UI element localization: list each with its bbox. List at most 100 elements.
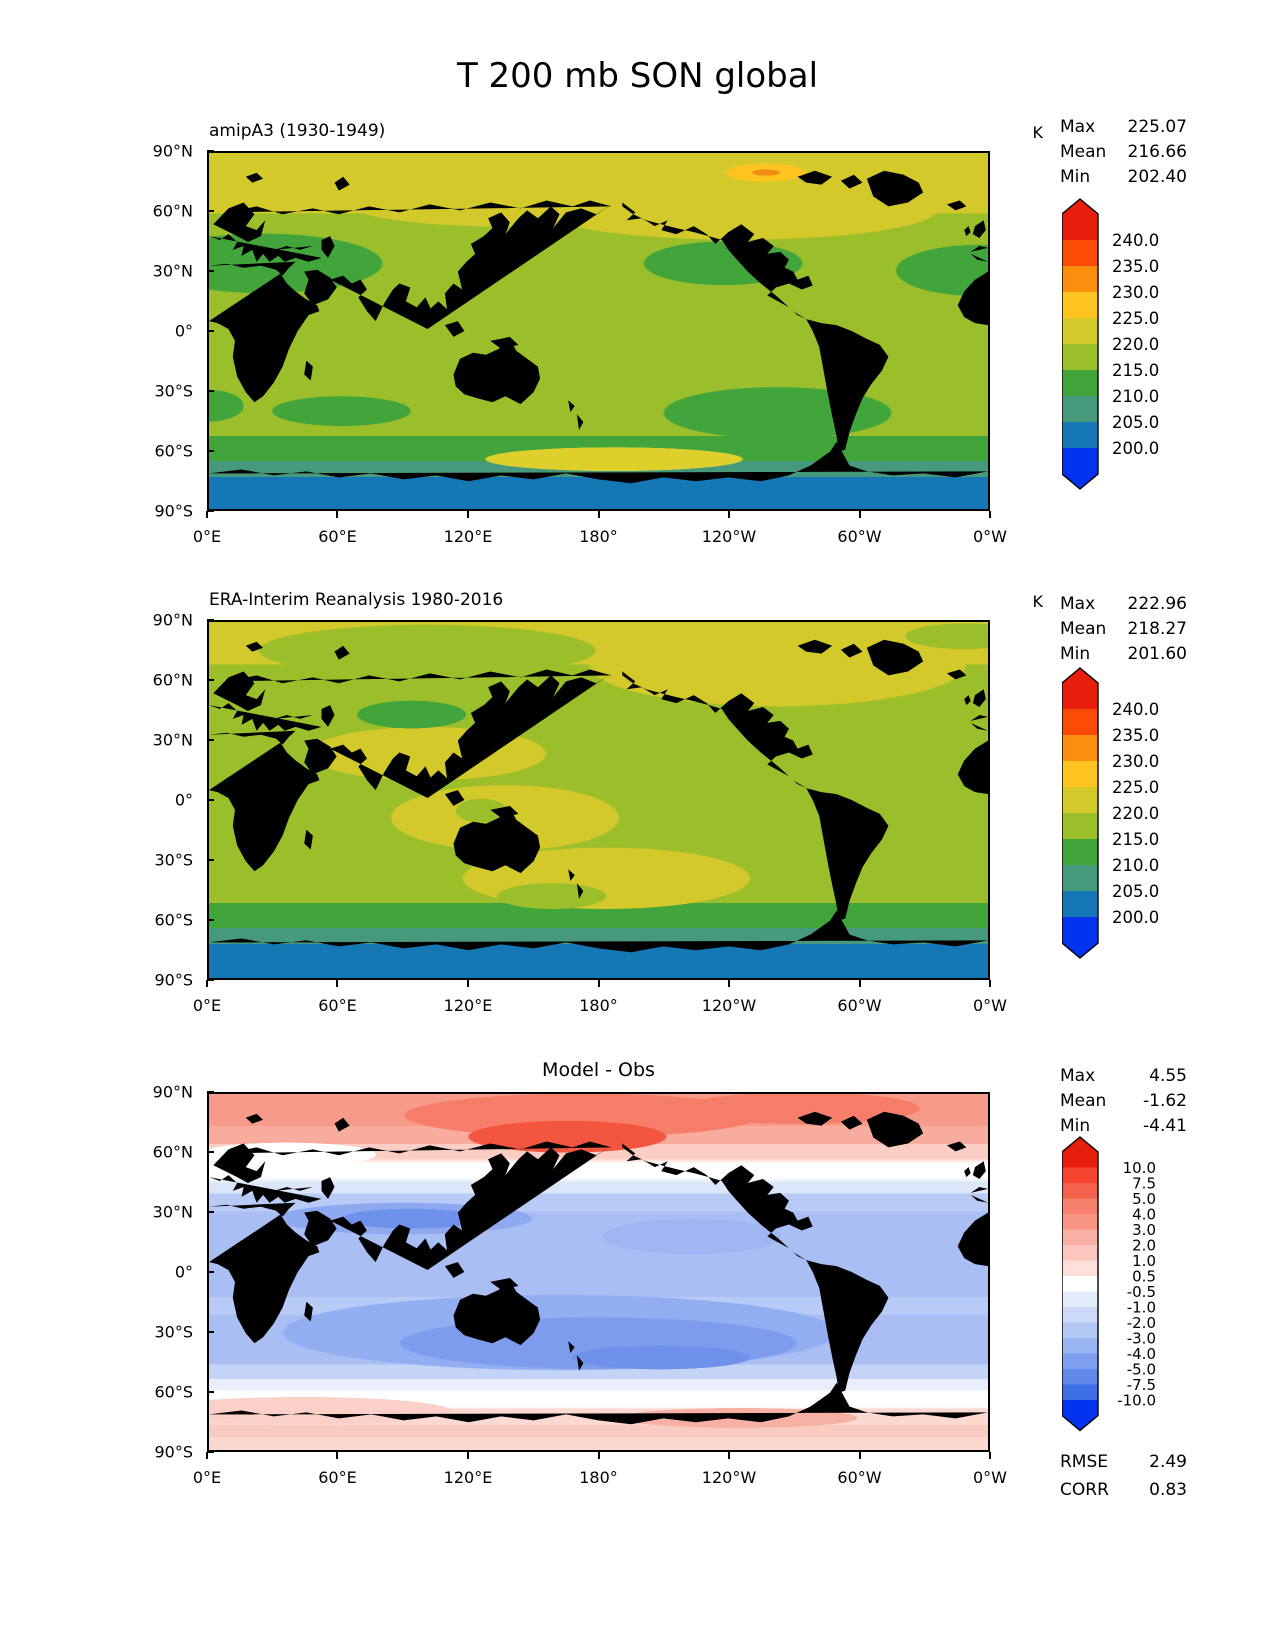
stat-label: Mean bbox=[1060, 1091, 1107, 1111]
colorbar-tick-label: 235.0 bbox=[1112, 257, 1159, 276]
y-tick-label: 30°N bbox=[152, 261, 193, 281]
colorbar-tick-label: 240.0 bbox=[1112, 231, 1159, 250]
colorbar-tick-label: 230.0 bbox=[1112, 752, 1159, 771]
stat-row: Mean -1.62 bbox=[1060, 1089, 1187, 1114]
x-tick-mark bbox=[989, 980, 991, 987]
stat-value: 0.83 bbox=[1149, 1480, 1187, 1500]
x-tick-mark bbox=[858, 980, 861, 987]
y-tick-label: 0° bbox=[174, 321, 193, 341]
colorbar-tick-label: 220.0 bbox=[1112, 335, 1159, 354]
colorbar-tick-label: 235.0 bbox=[1112, 726, 1159, 745]
y-tick-label: 60°N bbox=[152, 201, 193, 221]
y-tick-label: 30°N bbox=[152, 1202, 193, 1222]
coastlines bbox=[209, 1111, 988, 1425]
x-tick-label: 0°W bbox=[973, 996, 1007, 1015]
colorbar-tick-label: 225.0 bbox=[1112, 309, 1159, 328]
y-tick-mark bbox=[207, 1211, 214, 1213]
stat-label: Min bbox=[1060, 167, 1091, 187]
panel-title: amipA3 (1930-1949) bbox=[209, 121, 386, 141]
map-model bbox=[207, 151, 990, 511]
x-tick-mark bbox=[727, 980, 730, 987]
y-tick-label: 0° bbox=[174, 1262, 193, 1282]
colorbar: 240.0 235.0 230.0 225.0 220.0 215.0 210.0 205.0… bbox=[1062, 198, 1159, 490]
colorbar-tick-label: -1.0 bbox=[1127, 1298, 1156, 1316]
stat-label: Min bbox=[1060, 644, 1091, 664]
panel-reanalysis: ERA-Interim Reanalysis 1980-2016 K Max 22… bbox=[153, 590, 1247, 1015]
y-tick-mark bbox=[207, 270, 214, 272]
colorbar-tick-label: 0.5 bbox=[1132, 1267, 1156, 1285]
coastlines bbox=[209, 170, 988, 484]
y-tick-mark bbox=[207, 619, 214, 621]
x-tick-label: 60°E bbox=[318, 1468, 357, 1487]
stat-value: -1.62 bbox=[1143, 1091, 1187, 1111]
map-reanalysis bbox=[207, 620, 990, 980]
stat-label: Mean bbox=[1060, 142, 1107, 162]
y-tick-label: 90°N bbox=[152, 141, 193, 161]
panel-difference: Model - Obs Max 4.55 Mean -1.62 Min -4.41 90°… bbox=[153, 1059, 1247, 1500]
colorbar: 10.07.55.04.03.02.01.00.5-0.5-1.0-2.0-3.… bbox=[1062, 1136, 1156, 1432]
x-tick-mark bbox=[336, 511, 339, 518]
y-tick-mark bbox=[207, 390, 214, 392]
error-stats-block: RMSE 2.49 CORR 0.83 bbox=[1060, 1448, 1187, 1504]
figure-title: T 200 mb SON global bbox=[456, 56, 819, 96]
panel-title: Model - Obs bbox=[542, 1059, 655, 1081]
coastlines bbox=[209, 639, 988, 953]
x-tick-label: 0°E bbox=[192, 996, 222, 1015]
x-tick-mark bbox=[727, 1452, 730, 1459]
x-tick-label: 120°E bbox=[443, 1468, 493, 1487]
x-tick-label: 120°W bbox=[701, 1468, 757, 1487]
error-stat-row: CORR 0.83 bbox=[1060, 1476, 1187, 1504]
y-tick-mark bbox=[207, 330, 214, 332]
stat-label: Max bbox=[1060, 594, 1096, 614]
x-tick-label: 0°E bbox=[192, 1468, 222, 1487]
y-tick-label: 30°S bbox=[154, 381, 193, 401]
x-tick-label: 120°W bbox=[701, 996, 757, 1015]
y-tick-label: 90°S bbox=[154, 501, 193, 521]
y-tick-label: 60°S bbox=[154, 441, 193, 461]
stat-row: Max 4.55 bbox=[1060, 1064, 1187, 1089]
colorbar-tick-label: 220.0 bbox=[1112, 804, 1159, 823]
x-tick-label: 180° bbox=[579, 996, 618, 1015]
stat-label: CORR bbox=[1060, 1480, 1109, 1500]
colorbar-tick-label: -5.0 bbox=[1127, 1360, 1156, 1378]
y-tick-label: 90°S bbox=[154, 970, 193, 990]
x-tick-label: 0°W bbox=[973, 527, 1007, 546]
colorbar-tick-label: -4.0 bbox=[1127, 1345, 1156, 1363]
x-tick-label: 0°W bbox=[973, 1468, 1007, 1487]
stat-value: 216.66 bbox=[1127, 142, 1187, 162]
colorbar-tick-label: -3.0 bbox=[1127, 1329, 1156, 1347]
stat-value: 2.49 bbox=[1149, 1452, 1187, 1472]
x-tick-label: 120°E bbox=[443, 996, 493, 1015]
x-tick-mark bbox=[597, 511, 600, 518]
stat-value: 225.07 bbox=[1127, 117, 1187, 137]
x-tick-label: 180° bbox=[579, 1468, 618, 1487]
x-tick-label: 120°W bbox=[701, 527, 757, 546]
y-tick-label: 60°N bbox=[152, 670, 193, 690]
x-axis: 0°E 60°E 120°E 180° 120°W 60°W 0°W bbox=[193, 511, 1007, 546]
y-tick-label: 60°N bbox=[152, 1142, 193, 1162]
colorbar-tick-label: 5.0 bbox=[1132, 1190, 1156, 1208]
y-tick-mark bbox=[207, 450, 214, 452]
stats-block: Max 225.07 Mean 216.66 Min 202.40 bbox=[1060, 115, 1187, 190]
x-tick-mark bbox=[727, 511, 730, 518]
stat-row: Min 201.60 bbox=[1060, 642, 1187, 667]
x-tick-label: 120°E bbox=[443, 527, 493, 546]
stat-row: Mean 218.27 bbox=[1060, 617, 1187, 642]
stat-row: Mean 216.66 bbox=[1060, 140, 1187, 165]
stats-block: Max 4.55 Mean -1.62 Min -4.41 bbox=[1060, 1064, 1187, 1139]
x-axis: 0°E 60°E 120°E 180° 120°W 60°W 0°W bbox=[193, 1452, 1007, 1487]
y-tick-label: 30°S bbox=[154, 1322, 193, 1342]
colorbar-tick-label: -0.5 bbox=[1127, 1283, 1156, 1301]
colorbar-tick-label: 200.0 bbox=[1112, 439, 1159, 458]
y-tick-mark bbox=[207, 799, 214, 801]
colorbar-tick-label: 1.0 bbox=[1132, 1252, 1156, 1270]
colorbar-tick-label: 215.0 bbox=[1112, 830, 1159, 849]
map-difference bbox=[207, 1092, 990, 1452]
y-tick-mark bbox=[207, 510, 214, 512]
x-tick-mark bbox=[206, 1452, 208, 1459]
stat-label: Max bbox=[1060, 117, 1096, 137]
y-tick-mark bbox=[207, 210, 214, 212]
stat-value: 222.96 bbox=[1127, 594, 1187, 614]
y-tick-label: 90°S bbox=[154, 1442, 193, 1462]
